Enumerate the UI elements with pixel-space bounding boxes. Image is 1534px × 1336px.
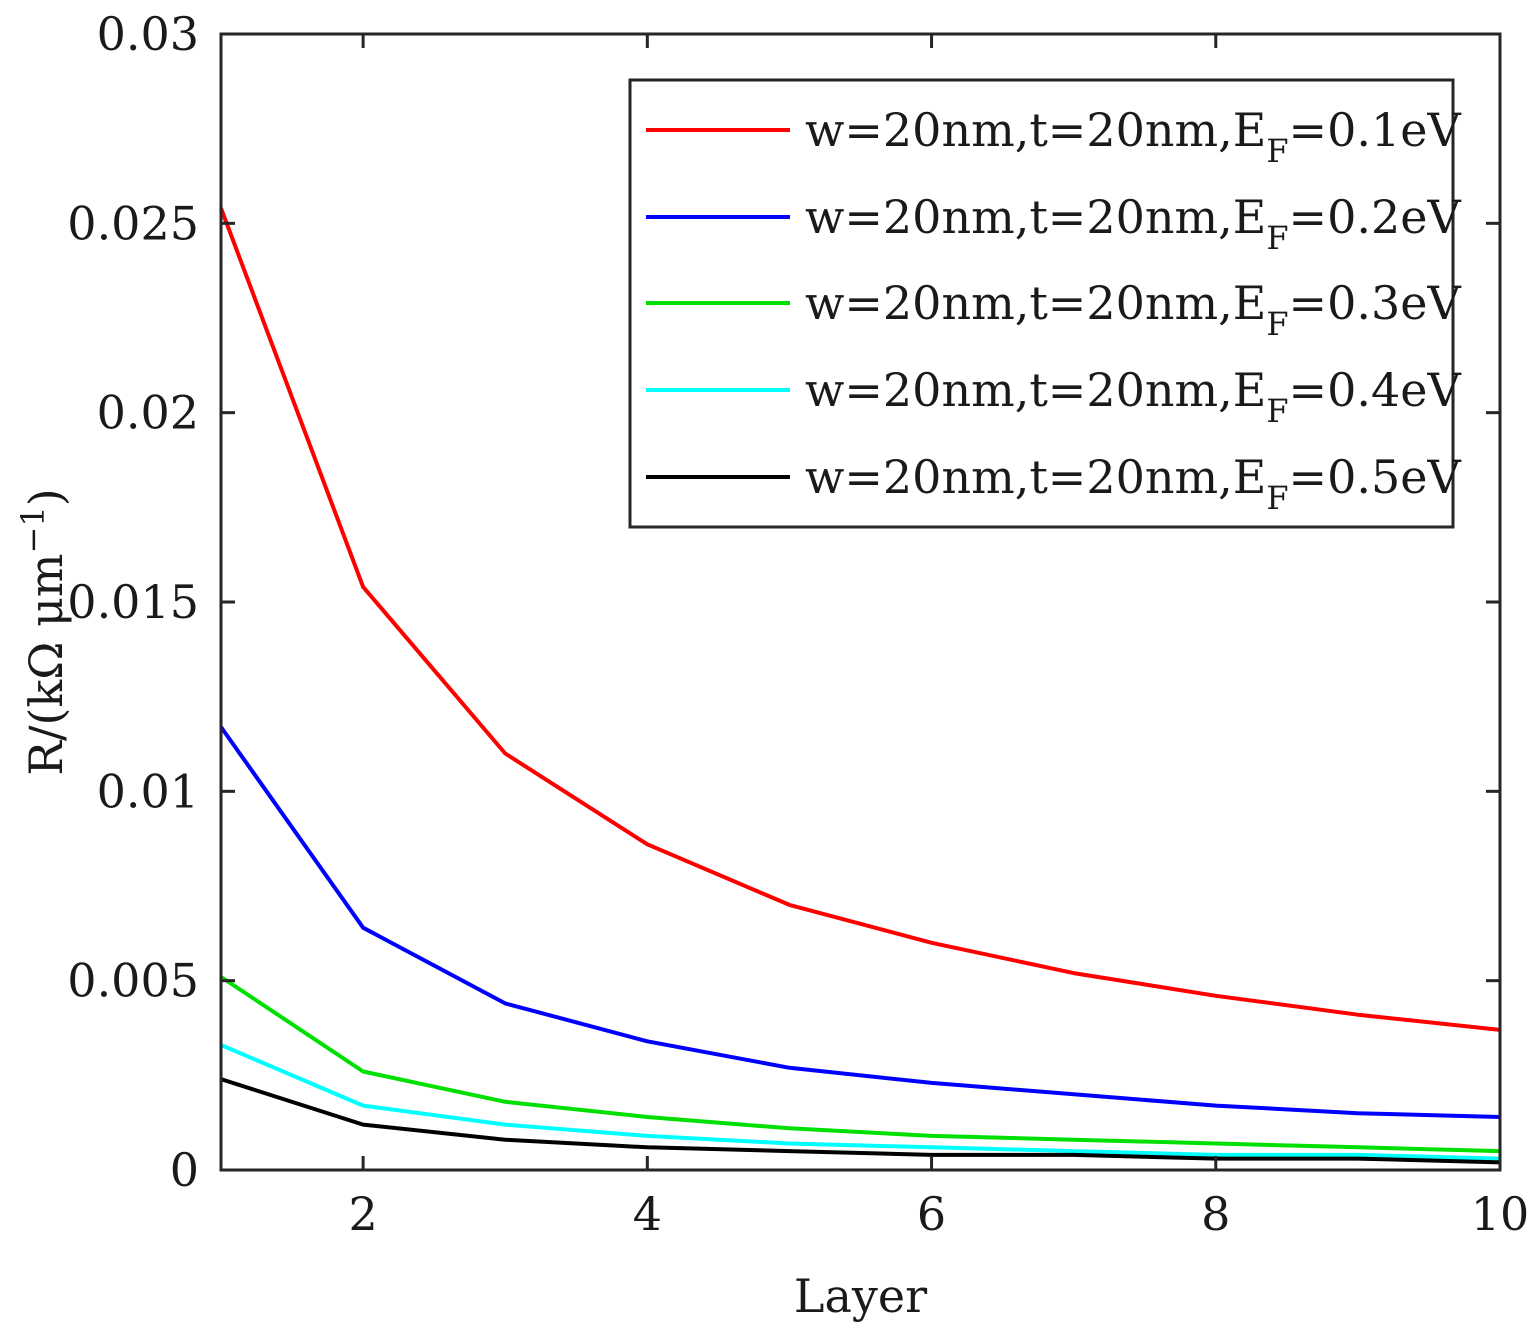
legend-label-main: w=20nm,t=20nm,E	[805, 190, 1266, 244]
x-tick-label: 6	[917, 1187, 946, 1241]
ticks-layer	[221, 32, 1502, 1172]
series-line-5	[220, 1077, 1501, 1165]
legend-label-main: w=20nm,t=20nm,E	[805, 276, 1266, 330]
legend-label-subscript: F	[1266, 132, 1288, 170]
legend-label-tail: =0.4eV	[1289, 363, 1462, 417]
y-tick-label: 0.02	[97, 386, 199, 440]
legend-label-main: w=20nm,t=20nm,E	[805, 450, 1266, 504]
x-tick-label: 2	[348, 1187, 377, 1241]
legend-label-3: w=20nm,t=20nm,EF=0.3eV	[805, 276, 1461, 343]
y-axis-title-close: )	[19, 488, 73, 506]
legend-label-subscript: F	[1266, 219, 1288, 257]
series-line-2	[219, 725, 1501, 1119]
y-tick-label: 0.005	[67, 954, 199, 1008]
x-tick-label: 10	[1471, 1187, 1530, 1241]
legend-label-subscript: F	[1266, 479, 1288, 517]
legend-label-tail: =0.1eV	[1289, 103, 1462, 157]
series-line-1	[219, 207, 1501, 1032]
legend-label-main: w=20nm,t=20nm,E	[805, 363, 1266, 417]
y-axis-title-main: R/(kΩ μm	[19, 553, 73, 775]
series-layer	[219, 207, 1501, 1165]
y-tick-label: 0.025	[67, 196, 199, 250]
legend-label-1: w=20nm,t=20nm,EF=0.1eV	[805, 103, 1461, 170]
x-axis-title: Layer	[794, 1269, 927, 1323]
tick-labels-layer: 2 4 6 8 10 0 0.005 0.01 0.015 0.02 0.025 0.03	[67, 7, 1529, 1241]
y-tick-label: 0.01	[97, 764, 199, 818]
legend-label-tail: =0.3eV	[1289, 276, 1462, 330]
series-line-4	[220, 1043, 1501, 1161]
legend-label-4: w=20nm,t=20nm,EF=0.4eV	[805, 363, 1461, 430]
legend-label-5: w=20nm,t=20nm,EF=0.5eV	[805, 450, 1461, 517]
y-tick-label: 0.03	[97, 7, 199, 61]
series-line-3	[219, 975, 1501, 1154]
x-tick-label: 4	[633, 1187, 662, 1241]
legend-items: w=20nm,t=20nm,EF=0.1eVw=20nm,t=20nm,EF=0…	[646, 103, 1461, 517]
legend-label-subscript: F	[1266, 305, 1288, 343]
y-tick-label: 0	[170, 1143, 199, 1197]
legend: w=20nm,t=20nm,EF=0.1eVw=20nm,t=20nm,EF=0…	[628, 78, 1461, 529]
legend-label-tail: =0.2eV	[1289, 190, 1462, 244]
y-axis-title: R/(kΩ μm−1)	[14, 488, 73, 775]
legend-label-2: w=20nm,t=20nm,EF=0.2eV	[805, 190, 1461, 257]
legend-label-main: w=20nm,t=20nm,E	[805, 103, 1266, 157]
legend-label-subscript: F	[1266, 392, 1288, 430]
y-axis-title-superscript: −1	[14, 506, 52, 553]
x-tick-label: 8	[1201, 1187, 1230, 1241]
legend-label-tail: =0.5eV	[1289, 450, 1462, 504]
y-tick-label: 0.015	[67, 575, 199, 629]
